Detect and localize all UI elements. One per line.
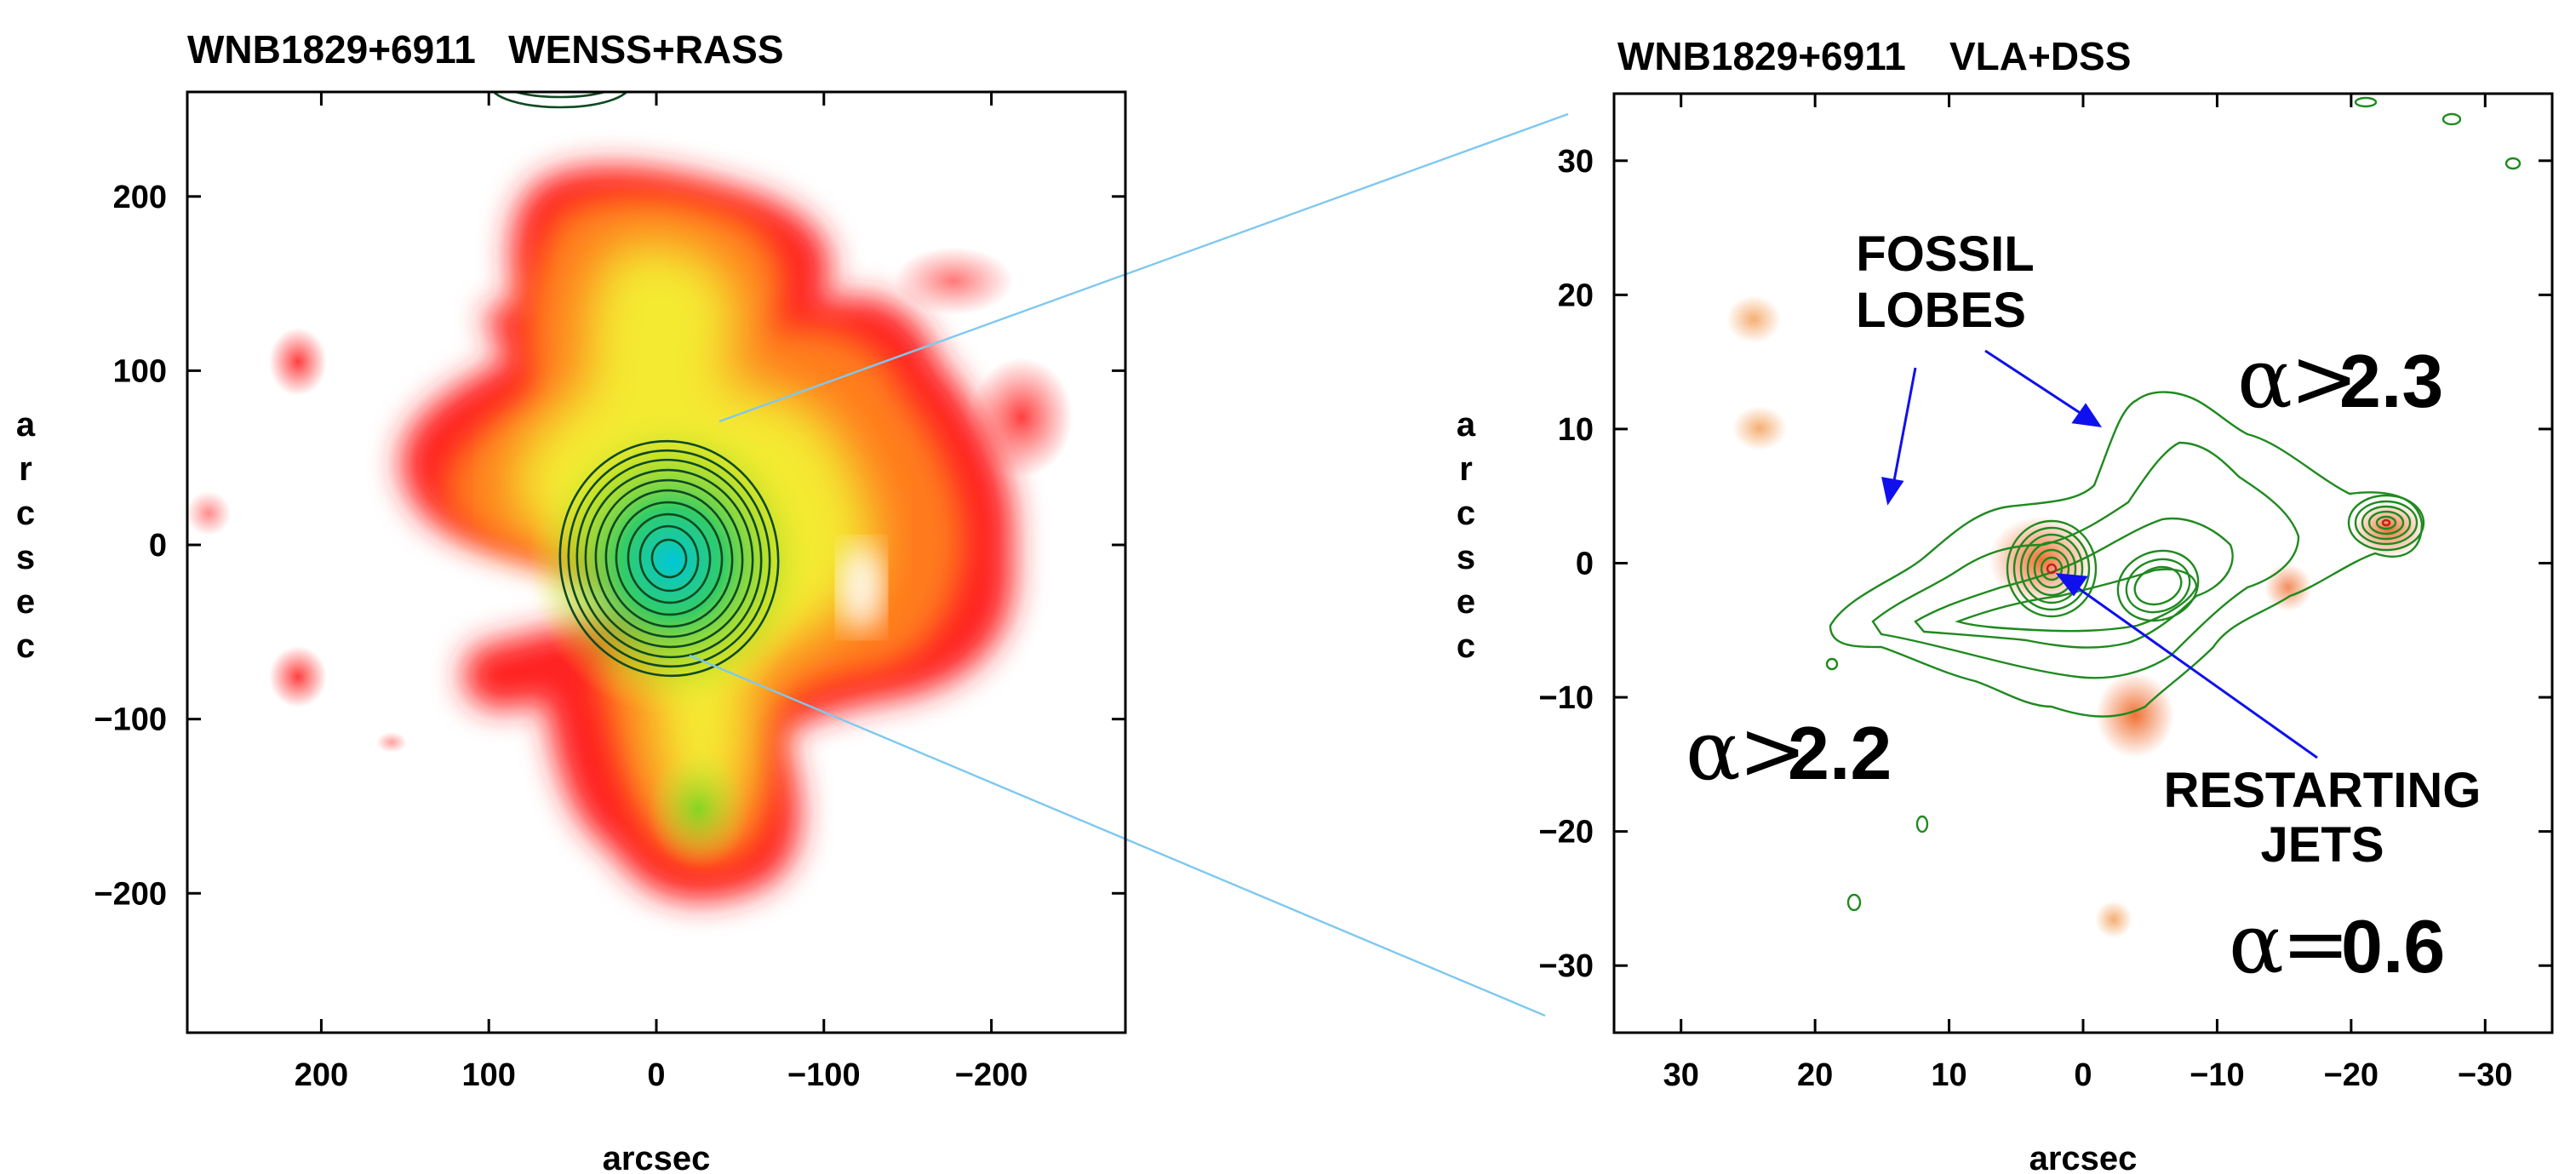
right-y-tick-label: 20 (1558, 278, 1594, 313)
right-y-tick-label: −10 (1539, 680, 1594, 716)
svg-text:>: > (2290, 331, 2358, 427)
right-y-tick-label: 30 (1558, 144, 1594, 180)
optical-blob (2095, 901, 2132, 938)
svg-text:α: α (2229, 896, 2284, 992)
right-y-tick-label: −30 (1539, 948, 1594, 984)
zoom-line-lower (689, 654, 1546, 1017)
fossil-lobes-label-line2: LOBES (1856, 283, 2026, 338)
fossil-lobes-label-line1: FOSSIL (1856, 226, 2034, 282)
optical-blob (2264, 564, 2312, 611)
xray-blob (187, 491, 231, 535)
right-y-tick-label: 0 (1576, 547, 1594, 582)
svg-text:=: = (2281, 896, 2350, 992)
left-x-axis-label: arcsec (603, 1140, 711, 1174)
left-y-tick-label: −200 (94, 876, 167, 912)
left-xray-image (187, 92, 1073, 902)
left-y-tick-label: −100 (94, 702, 167, 738)
left-y-tick-label: 0 (149, 528, 167, 564)
annotation-arrows (1881, 349, 2318, 759)
optical-blob (1732, 406, 1787, 450)
xray-blob (376, 732, 407, 753)
right-y-tick-label: −20 (1539, 815, 1594, 850)
xray-blob (269, 646, 327, 707)
vla-contours (1825, 96, 2522, 912)
arrow-fossil-ne (1984, 349, 2103, 427)
left-x-tick-label: −100 (787, 1057, 861, 1093)
arrow-fossil-sw (1881, 367, 1917, 506)
restarting-jets-label-line2: JETS (2260, 817, 2384, 873)
svg-text:2.2: 2.2 (1788, 711, 1892, 795)
left-y-tick-label: 200 (113, 180, 167, 215)
restarting-jets-label-line1: RESTARTING (2164, 763, 2482, 818)
alpha-annotation-sw: α > 2.2 (1686, 703, 1892, 799)
right-x-tick-label: 0 (2074, 1057, 2092, 1093)
left-panel-title: WNB1829+6911 WENSS+RASS (187, 27, 784, 72)
optical-blob (1726, 295, 1781, 343)
xray-blob (269, 328, 327, 396)
left-x-tick-label: 0 (647, 1057, 665, 1093)
zoom-lines (689, 112, 1569, 1017)
xray-green-spot-south (647, 749, 749, 868)
xray-blob (894, 247, 1013, 315)
right-y-tick-label: 10 (1558, 412, 1594, 448)
right-x-tick-label: −10 (2190, 1057, 2244, 1093)
optical-blob (2096, 673, 2174, 758)
wenss-contours (492, 92, 780, 678)
svg-text:2.3: 2.3 (2339, 339, 2443, 423)
xray-hole (839, 543, 884, 632)
left-x-tick-label: 200 (295, 1057, 348, 1093)
left-y-tick-label: 100 (113, 353, 167, 389)
right-panel-title: WNB1829+6911 VLA+DSS (1617, 34, 2131, 78)
svg-text:>: > (1738, 703, 1806, 799)
left-x-tick-label: 100 (462, 1057, 516, 1093)
right-x-tick-label: 20 (1797, 1057, 1833, 1093)
right-x-tick-label: −20 (2324, 1057, 2379, 1093)
alpha-annotation-ne: α > 2.3 (2237, 331, 2443, 427)
right-x-tick-label: 30 (1663, 1057, 1699, 1093)
xray-blob (970, 358, 1073, 477)
svg-text:0.6: 0.6 (2341, 904, 2445, 988)
xray-core (528, 409, 817, 715)
zoom-line-upper (718, 112, 1569, 423)
alpha-annotation-core: α = 0.6 (2229, 896, 2445, 992)
right-x-tick-label: 10 (1931, 1057, 1966, 1093)
right-x-tick-label: −30 (2458, 1057, 2512, 1093)
left-x-tick-label: −200 (955, 1057, 1028, 1093)
svg-text:α: α (2237, 331, 2293, 427)
svg-text:α: α (1686, 703, 1741, 799)
arrow-restarting-jets (2055, 573, 2318, 759)
right-x-axis-label: arcsec (2029, 1140, 2138, 1174)
